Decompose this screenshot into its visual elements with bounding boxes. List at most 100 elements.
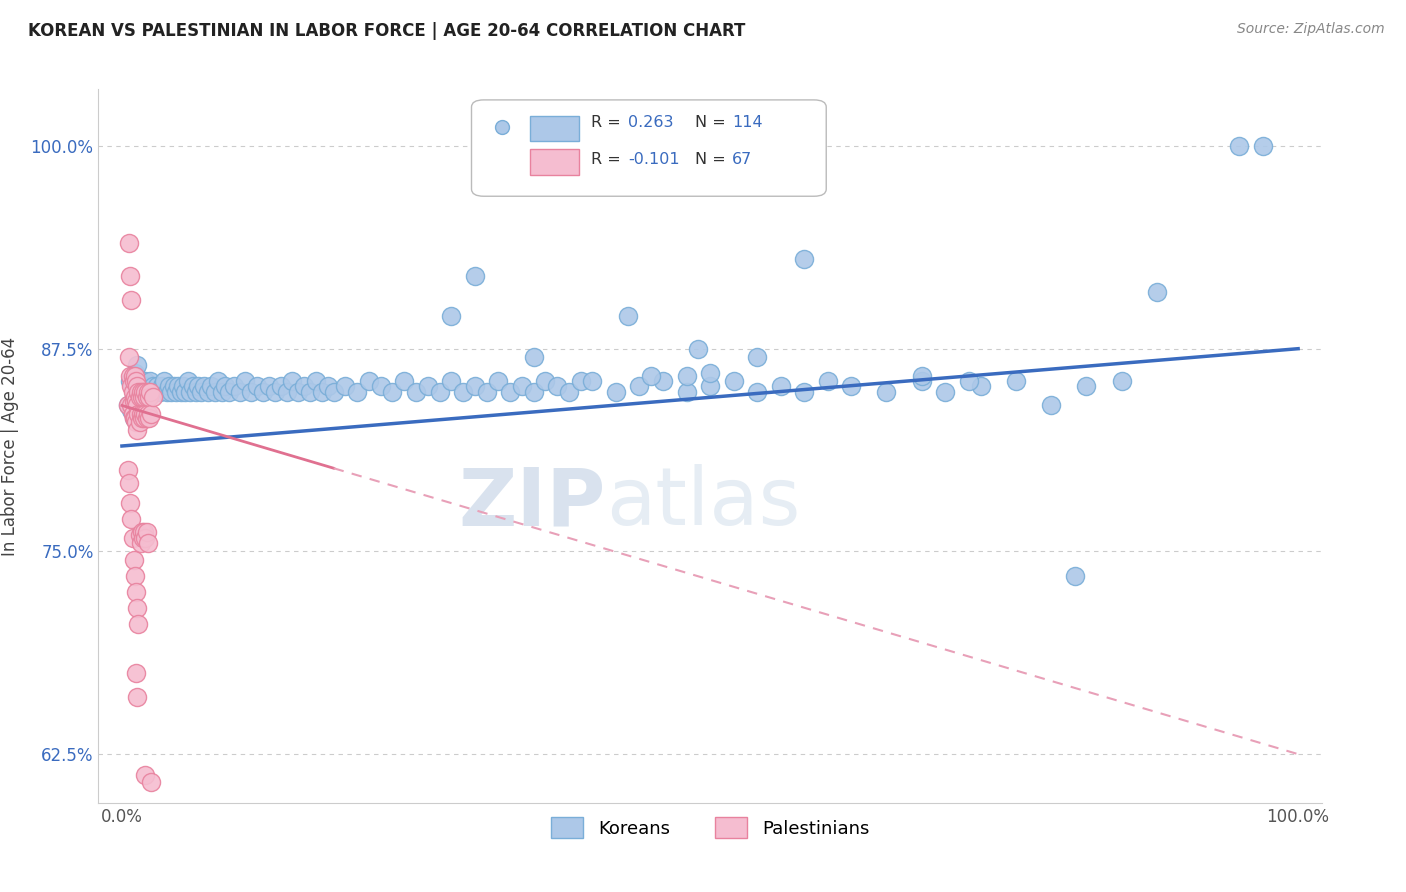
Point [218,385,240,400]
Point [124,390,146,404]
Point [177,374,200,388]
Point [510,379,533,393]
Point [121,369,143,384]
Point [139,374,162,388]
Point [132,385,155,400]
Point [911,369,934,384]
Point [875,385,897,400]
Point [117,399,139,413]
Point [146,379,169,393]
Point [122,411,145,425]
Point [134,385,156,400]
Point [122,374,145,388]
Point [132,385,155,400]
Point [120,399,142,413]
Text: KOREAN VS PALESTINIAN IN LABOR FORCE | AGE 20-64 CORRELATION CHART: KOREAN VS PALESTINIAN IN LABOR FORCE | A… [28,22,745,40]
Point [211,385,233,400]
Point [316,379,339,393]
Point [699,366,721,380]
Point [143,385,166,400]
Point [499,385,522,400]
Point [197,385,219,400]
Point [127,690,149,705]
Point [167,379,190,393]
Point [141,379,163,393]
Point [134,768,156,782]
Point [346,385,368,400]
Point [124,366,146,380]
Point [1076,379,1098,393]
Point [440,310,463,324]
Legend: Koreans, Palestinians: Koreans, Palestinians [541,808,879,847]
Point [131,390,153,404]
Point [125,666,148,681]
Point [628,379,651,393]
Point [652,374,675,388]
Point [311,385,333,400]
Point [131,374,153,388]
Point [440,374,463,388]
Point [416,379,439,393]
Point [322,385,344,400]
Point [263,385,285,400]
Point [141,407,163,421]
Point [270,379,292,393]
Point [235,374,257,388]
Point [127,617,149,632]
Point [1004,374,1026,388]
Point [475,385,498,400]
Point [184,385,207,400]
Point [129,399,152,413]
Text: ZIP: ZIP [458,464,606,542]
Point [523,385,546,400]
Point [124,369,146,384]
Point [214,379,236,393]
Point [127,401,149,416]
Point [120,374,142,388]
Point [118,236,141,251]
Point [207,374,229,388]
Point [120,293,142,307]
Point [769,379,792,393]
Point [127,387,149,401]
Point [127,385,149,400]
Point [127,379,149,393]
Point [723,374,745,388]
Point [127,423,149,437]
Point [1227,139,1250,153]
Point [129,536,152,550]
Point [120,512,142,526]
Point [127,407,149,421]
Point [464,268,486,283]
Point [124,385,146,400]
Point [118,476,141,491]
Point [141,385,163,400]
Point [132,407,155,421]
Point [370,379,392,393]
Text: 0.263: 0.263 [628,115,673,130]
Point [138,411,160,425]
Point [546,379,568,393]
Point [187,379,209,393]
Point [793,385,815,400]
Point [1146,285,1168,299]
Point [134,393,156,408]
Point [429,385,451,400]
Point [464,379,486,393]
Point [181,379,204,393]
Point [128,372,150,386]
Point [134,374,156,388]
Point [793,252,815,267]
Text: atlas: atlas [606,464,800,542]
Point [451,385,474,400]
Point [128,528,150,542]
Point [486,374,509,388]
Point [141,774,163,789]
Point [135,385,157,400]
Point [121,395,143,409]
Point [287,385,309,400]
Point [558,385,581,400]
Point [1040,399,1063,413]
Point [165,385,187,400]
Point [156,385,179,400]
